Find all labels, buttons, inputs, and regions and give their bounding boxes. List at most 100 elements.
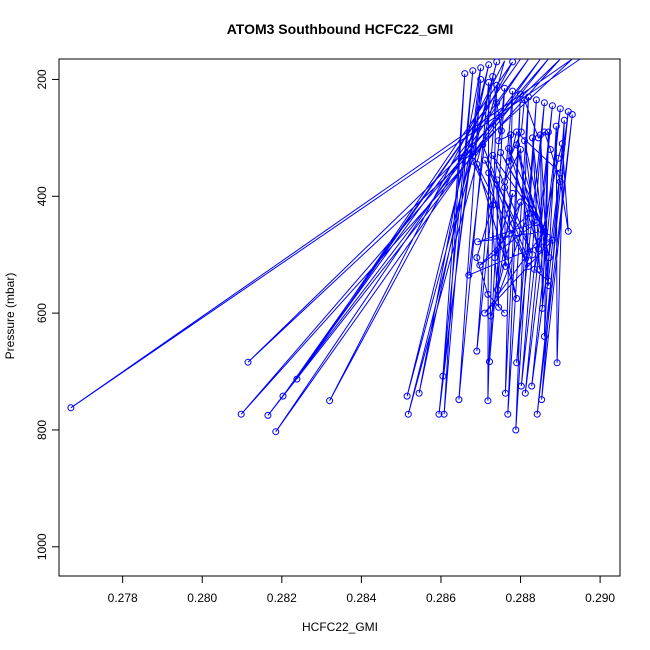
data-point [531,265,538,273]
data-point [493,176,501,184]
data-point [548,102,556,110]
data-point [493,58,501,66]
data-point [525,257,532,264]
data-point [556,178,564,186]
y-tick-label: 1000 [35,533,49,560]
plot-frame [58,58,621,577]
data-point [532,219,540,227]
data-point [272,428,280,436]
data-point [481,156,489,164]
data-point [509,189,517,197]
data-point [521,137,528,145]
data-point [556,169,564,177]
data-point [476,261,484,269]
data-point [545,254,553,262]
data-point [461,70,469,78]
data-point [489,151,497,159]
data-point [495,137,503,145]
data-point [489,73,497,80]
data-point [533,410,541,418]
data-point [439,372,447,380]
data-point [264,411,272,419]
data-point [507,131,515,139]
data-point [455,396,463,404]
data-point [564,227,572,235]
data-point [509,87,517,95]
data-point [293,375,301,383]
data-point [513,359,521,367]
data-point [534,245,542,253]
x-axis-label: HCFC22_GMI [302,620,378,634]
data-point [474,238,482,246]
data-point [501,262,509,270]
data-point [540,224,548,232]
data-point [501,389,509,397]
data-point [501,84,509,92]
x-tick-label: 0.290 [585,591,615,605]
y-axis: 200 400 600 800 1000 [35,69,59,560]
data-point [497,149,505,156]
data-point [465,271,473,279]
data-point [538,304,546,312]
data-point [485,78,493,86]
y-tick-label: 800 [35,420,49,440]
y-tick-label: 600 [35,303,49,323]
data-point [544,128,552,136]
data-point [513,295,521,302]
data-point [504,410,512,418]
data-point [554,154,562,162]
data-point [485,61,493,69]
data-point [494,286,501,294]
data-point [513,128,521,136]
data-point [473,347,481,355]
data-point [532,96,540,104]
data-point [517,382,525,390]
data-point [237,410,245,418]
data-point [487,312,495,320]
data-point [552,122,560,130]
data-point [493,81,501,89]
data-point [486,358,493,366]
x-tick-label: 0.278 [108,591,138,605]
data-point [521,389,529,397]
data-point [279,392,287,400]
data-point [540,99,548,107]
x-tick-label: 0.286 [426,591,456,605]
data-point [440,410,448,418]
x-tick-label: 0.288 [506,591,536,605]
data-point [481,309,489,317]
data-point [469,157,477,165]
data-point [540,227,548,235]
data-point [525,210,532,218]
data-point [558,140,566,148]
data-point [435,410,443,418]
data-point [540,333,548,340]
data-point [477,64,485,72]
series-line [70,58,581,432]
data-point [540,128,548,136]
data-point [560,116,568,124]
data-point [529,251,536,259]
data-point [495,303,503,311]
data-point [517,198,524,206]
data-point [521,96,528,104]
chart-title: ATOM3 Southbound HCFC22_GMI [227,21,454,37]
data-point [484,397,492,405]
data-point [546,146,554,153]
data-point [538,396,546,404]
data-point [568,111,576,118]
data-point [536,265,544,273]
data-point [67,404,75,412]
data-point [404,410,412,418]
data-point [491,254,499,262]
data-point [517,90,524,98]
data-point [517,128,525,136]
x-tick-label: 0.280 [187,591,217,605]
y-tick-label: 200 [35,69,49,89]
data-point [489,201,497,209]
data-point [517,146,524,153]
data-point [473,254,481,262]
data-point [556,105,564,113]
data-point [544,277,552,285]
data-point [403,392,411,400]
